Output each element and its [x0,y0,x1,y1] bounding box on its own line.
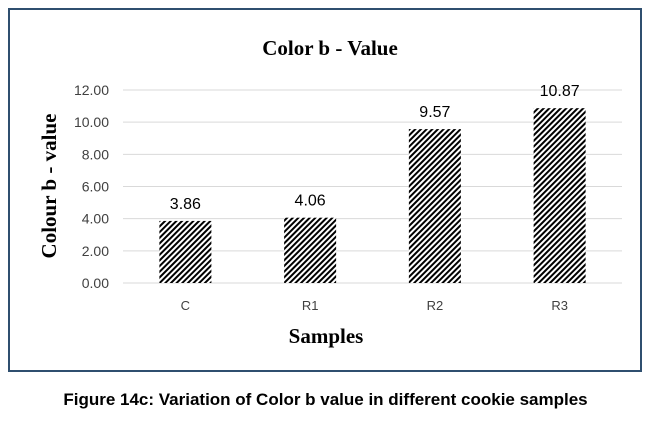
y-tick-label: 2.00 [82,243,109,259]
y-tick-label: 8.00 [82,146,109,162]
figure-caption: Figure 14c: Variation of Color b value i… [63,390,588,409]
data-label: 9.57 [419,104,450,121]
x-tick-label: R2 [427,298,444,313]
y-tick-label: 12.00 [74,82,109,98]
data-label: 4.06 [295,193,326,210]
bar-c [159,220,212,283]
x-tick-label: R1 [302,298,319,313]
data-label: 3.86 [170,196,201,213]
bar-r3 [533,108,586,283]
y-tick-label: 0.00 [82,275,109,291]
y-axis-ticks: 0.00 2.00 4.00 6.00 8.00 10.00 12.00 [74,82,109,291]
bar-chart: Color b - Value 0.00 2.00 4.00 6.00 8.00 10.0… [37,36,622,348]
x-tick-label: C [181,298,190,313]
chart-title: Color b - Value [262,36,398,60]
bar-r1 [284,217,337,283]
x-axis-categories: C R1 R2 R3 [181,298,568,313]
bars [159,108,586,283]
data-label: 10.87 [540,83,580,100]
y-tick-label: 6.00 [82,179,109,195]
y-tick-label: 4.00 [82,211,109,227]
data-labels: 3.86 4.06 9.57 10.87 [170,83,580,213]
y-axis-label: Colour b - value [37,114,61,259]
y-tick-label: 10.00 [74,114,109,130]
x-axis-label: Samples [289,324,364,348]
x-tick-label: R3 [551,298,568,313]
bar-r2 [408,129,461,283]
